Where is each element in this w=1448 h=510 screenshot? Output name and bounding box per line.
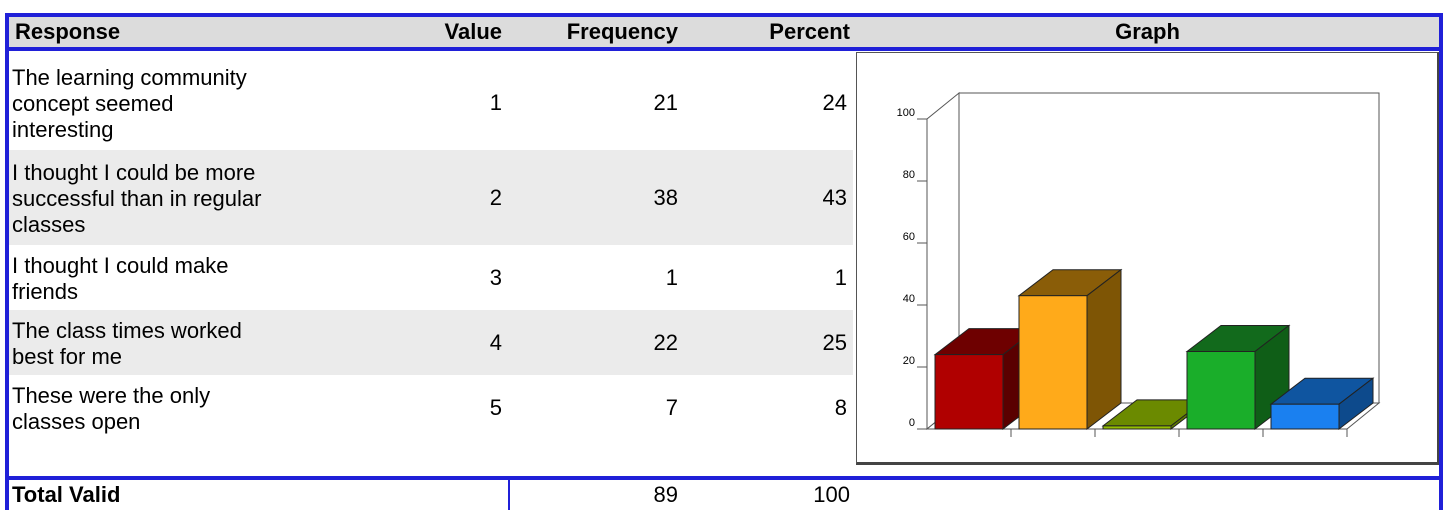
response-line: concept seemed	[12, 90, 174, 116]
value-cell: 5	[489, 394, 502, 420]
response-line: I thought I could make	[12, 252, 229, 278]
footer-frequency: 89	[653, 482, 678, 507]
footer-separator	[508, 480, 510, 510]
y-tick-label: 20	[903, 355, 915, 367]
percent-cell: 43	[822, 184, 847, 210]
percent-cell: 1	[834, 264, 847, 290]
footer-label: Total Valid	[12, 482, 121, 507]
response-text: I thought I could make friends	[12, 253, 332, 305]
footer-percent: 100	[813, 482, 850, 507]
response-text: I thought I could be more successful than…	[12, 160, 332, 238]
response-line: classes open	[12, 408, 141, 434]
percent-cell: 25	[822, 329, 847, 355]
response-line: classes	[12, 211, 86, 237]
bar	[1270, 403, 1340, 430]
response-text: The learning community concept seemed inte…	[12, 65, 332, 143]
response-line: successful than in regular	[12, 185, 262, 211]
table-frame	[5, 13, 1443, 510]
bar-chart: 0 20 40 60 80 100	[897, 91, 1381, 437]
header-response: Response	[15, 19, 121, 44]
y-tick-label: 100	[897, 107, 915, 119]
response-line: best for me	[12, 343, 123, 369]
row-background	[9, 310, 853, 375]
response-text: The class times worked best for me	[12, 318, 332, 370]
footer-divider	[9, 476, 1439, 480]
table-header	[9, 17, 1439, 47]
header-frequency: Frequency	[566, 19, 678, 44]
response-line: The learning community	[12, 64, 247, 90]
response-text: These were the only classes open	[12, 383, 332, 435]
y-tick-label: 40	[903, 293, 915, 305]
value-cell: 4	[489, 329, 502, 355]
value-cell: 2	[489, 184, 502, 210]
y-tick-label: 80	[903, 169, 915, 181]
header-value: Value	[444, 19, 502, 44]
frequency-cell: 1	[665, 264, 678, 290]
percent-cell: 24	[822, 89, 847, 115]
frequency-cell: 22	[653, 329, 678, 355]
row-background	[9, 150, 853, 245]
graph-panel: 0 20 40 60 80 100	[856, 52, 1439, 465]
header-percent: Percent	[769, 19, 850, 44]
frequency-cell: 21	[653, 89, 678, 115]
bar	[934, 354, 1004, 430]
response-line: These were the only	[12, 382, 211, 408]
response-line: interesting	[12, 116, 114, 142]
percent-cell: 8	[834, 394, 847, 420]
y-tick-label: 0	[909, 417, 915, 429]
frequency-cell: 38	[653, 184, 678, 210]
value-cell: 1	[489, 89, 502, 115]
response-line: friends	[12, 278, 79, 304]
header-divider	[9, 47, 1439, 51]
bar	[1186, 351, 1256, 430]
bar	[1018, 295, 1088, 430]
clipped-caption	[0, 0, 1448, 10]
value-cell: 3	[489, 264, 502, 290]
header-graph: Graph	[1115, 19, 1180, 44]
bar	[1102, 425, 1172, 430]
response-line: I thought I could be more	[12, 159, 256, 185]
bar-side	[1086, 268, 1122, 431]
response-line: The class times worked	[12, 317, 242, 343]
y-tick-label: 60	[903, 231, 915, 243]
frequency-cell: 7	[665, 394, 678, 420]
